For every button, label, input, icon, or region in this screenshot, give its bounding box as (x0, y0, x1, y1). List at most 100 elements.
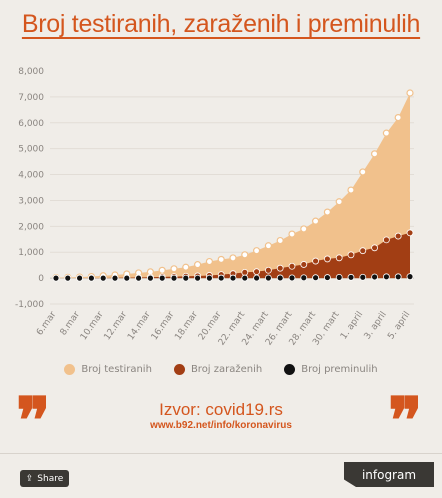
quote-open-icon: ❞ (16, 384, 51, 459)
point-tested (253, 247, 261, 255)
point-deceased (229, 274, 237, 282)
point-tested (371, 150, 379, 158)
point-infected (347, 251, 355, 259)
y-tick-label: 4,000 (18, 171, 44, 181)
legend-swatch-infected (173, 364, 185, 375)
point-tested (323, 208, 331, 216)
share-button[interactable]: ⇪ Share (20, 470, 69, 487)
y-tick-label: -1,000 (15, 300, 44, 310)
point-deceased (64, 274, 72, 282)
chart-title: Broj testiranih, zaraženih i preminulih (21, 10, 421, 38)
point-deceased (359, 273, 367, 281)
legend: Broj testiranih Broj zaraženih Broj prem… (0, 364, 442, 375)
point-deceased (347, 273, 355, 281)
legend-item-infected[interactable]: Broj zaraženih (173, 364, 263, 375)
y-tick-label: 0 (38, 274, 44, 284)
x-tick-label: 1. april (339, 310, 365, 341)
point-infected (300, 261, 308, 268)
point-infected (359, 247, 367, 255)
point-infected (276, 264, 284, 272)
point-deceased (170, 274, 178, 282)
y-tick-label: 2,000 (18, 222, 44, 232)
point-deceased (123, 274, 131, 282)
point-tested (359, 168, 367, 176)
point-deceased (99, 274, 107, 282)
point-deceased (158, 274, 166, 282)
point-deceased (406, 273, 414, 281)
area-tested (56, 93, 410, 279)
x-tick-label: 16.mar (150, 310, 177, 342)
point-deceased (335, 273, 343, 281)
point-deceased (264, 274, 272, 282)
legend-item-tested[interactable]: Broj testiranih (64, 364, 152, 375)
point-deceased (135, 274, 143, 282)
point-infected (335, 254, 343, 262)
point-deceased (194, 274, 202, 282)
point-deceased (88, 274, 95, 282)
point-infected (394, 232, 402, 240)
point-tested (182, 263, 190, 271)
point-infected (382, 236, 390, 244)
point-tested (335, 198, 343, 206)
x-tick-label: 3. april (363, 310, 389, 341)
point-infected (253, 268, 261, 276)
point-infected (264, 266, 272, 274)
point-deceased (276, 274, 284, 282)
point-deceased (288, 274, 296, 282)
legend-label-tested: Broj testiranih (81, 364, 152, 375)
point-tested (217, 255, 225, 264)
y-tick-label: 8,000 (18, 67, 44, 77)
x-tick-label: 14.mar (126, 310, 153, 342)
point-tested (229, 254, 237, 262)
point-tested (276, 236, 284, 245)
point-infected (371, 244, 379, 252)
point-deceased (241, 274, 249, 282)
y-tick-label: 3,000 (18, 196, 44, 206)
quote-close-icon: ❞ (388, 384, 423, 459)
x-tick-label: 18.mar (173, 310, 200, 342)
y-tick-label: 6,000 (18, 119, 44, 129)
share-icon: ⇪ (25, 473, 34, 484)
area-chart: -1,000 0 1,000 2,000 3,000 4,000 5,000 6,000 7,0… (15, 67, 414, 347)
point-infected (288, 262, 296, 270)
legend-label-infected: Broj zaraženih (190, 364, 263, 375)
point-deceased (52, 274, 60, 282)
x-tick-label: 6.mar (35, 310, 59, 338)
point-deceased (217, 274, 225, 282)
point-deceased (182, 274, 190, 282)
legend-item-deceased[interactable]: Broj preminulih (284, 364, 378, 375)
point-deceased (371, 273, 379, 281)
point-tested (194, 261, 202, 269)
point-deceased (312, 274, 320, 282)
point-deceased (323, 274, 331, 281)
y-tick-label: 7,000 (18, 93, 44, 103)
point-tested (264, 242, 272, 250)
source-text: Izvor: covid19.rs (159, 400, 283, 419)
point-deceased (300, 274, 308, 282)
point-infected (406, 229, 414, 237)
point-deceased (253, 274, 261, 282)
source-link[interactable]: www.b92.net/info/koronavirus (150, 420, 292, 431)
x-tick-label: 12.mar (103, 310, 130, 342)
infogram-logo[interactable]: infogram (344, 462, 434, 487)
legend-swatch-deceased (284, 364, 296, 375)
point-tested (205, 257, 213, 266)
point-tested (300, 225, 308, 233)
legend-swatch-tested (64, 364, 76, 375)
point-tested (347, 186, 355, 194)
point-deceased (205, 274, 213, 282)
point-tested (241, 251, 249, 259)
share-label: Share (37, 473, 64, 484)
point-tested (382, 129, 390, 137)
point-tested (312, 217, 320, 225)
point-tested (170, 265, 178, 273)
point-tested (158, 266, 166, 274)
point-infected (323, 255, 331, 263)
point-tested (394, 113, 402, 122)
y-tick-label: 1,000 (18, 248, 44, 258)
footer-divider (0, 453, 442, 454)
point-tested (288, 230, 296, 238)
x-tick-label: 10.mar (79, 310, 106, 342)
point-deceased (146, 274, 154, 282)
point-infected (241, 268, 249, 276)
